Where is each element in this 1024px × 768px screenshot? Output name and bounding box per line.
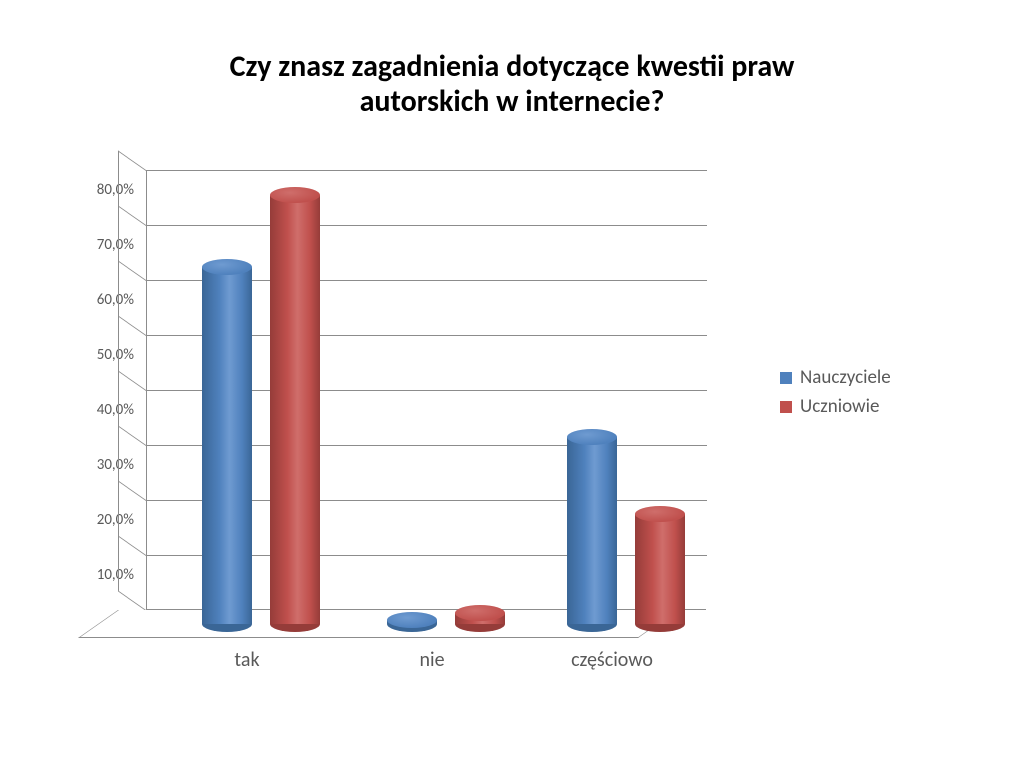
- chart-title: Czy znasz zagadnienia dotyczące kwestii …: [0, 50, 1024, 119]
- grid-line-side: [118, 315, 146, 336]
- x-axis-labels: tak nie częściowo: [146, 638, 706, 678]
- grid-line-side: [118, 535, 146, 556]
- bar-cylinder: [635, 498, 685, 624]
- legend: Nauczyciele Uczniowie: [780, 360, 960, 424]
- grid-line-side: [118, 260, 146, 281]
- grid-line: [147, 225, 707, 226]
- bar-cylinder: [387, 604, 437, 624]
- legend-swatch: [780, 372, 792, 384]
- grid-line-side: [118, 205, 146, 226]
- plot-area: [146, 170, 706, 610]
- bar-cylinder: [455, 597, 505, 624]
- x-tick-label: tak: [234, 648, 259, 672]
- grid-line-side: [118, 370, 146, 391]
- bar-cylinder: [270, 179, 320, 624]
- x-tick-label: nie: [419, 648, 444, 672]
- page: Czy znasz zagadnienia dotyczące kwestii …: [0, 0, 1024, 768]
- bar-cylinder: [567, 421, 617, 624]
- title-line-2: autorskich w internecie?: [360, 83, 665, 120]
- grid-line-side: [118, 150, 146, 171]
- x-tick-label: częściowo: [571, 648, 653, 672]
- legend-label: Uczniowie: [800, 395, 879, 418]
- legend-swatch: [780, 401, 792, 413]
- grid-line-side: [118, 425, 146, 446]
- chart: 0,0%10,0%20,0%30,0%40,0%50,0%60,0%70,0%8…: [80, 170, 960, 690]
- plot-side-wall: [118, 150, 146, 610]
- bar-cylinder: [202, 251, 252, 625]
- plot-3d: [146, 170, 706, 650]
- title-line-1: Czy znasz zagadnienia dotyczące kwestii …: [230, 48, 795, 85]
- legend-item: Uczniowie: [780, 395, 960, 418]
- legend-item: Nauczyciele: [780, 366, 960, 389]
- legend-label: Nauczyciele: [800, 366, 891, 389]
- grid-line: [147, 170, 707, 171]
- grid-line-side: [118, 480, 146, 501]
